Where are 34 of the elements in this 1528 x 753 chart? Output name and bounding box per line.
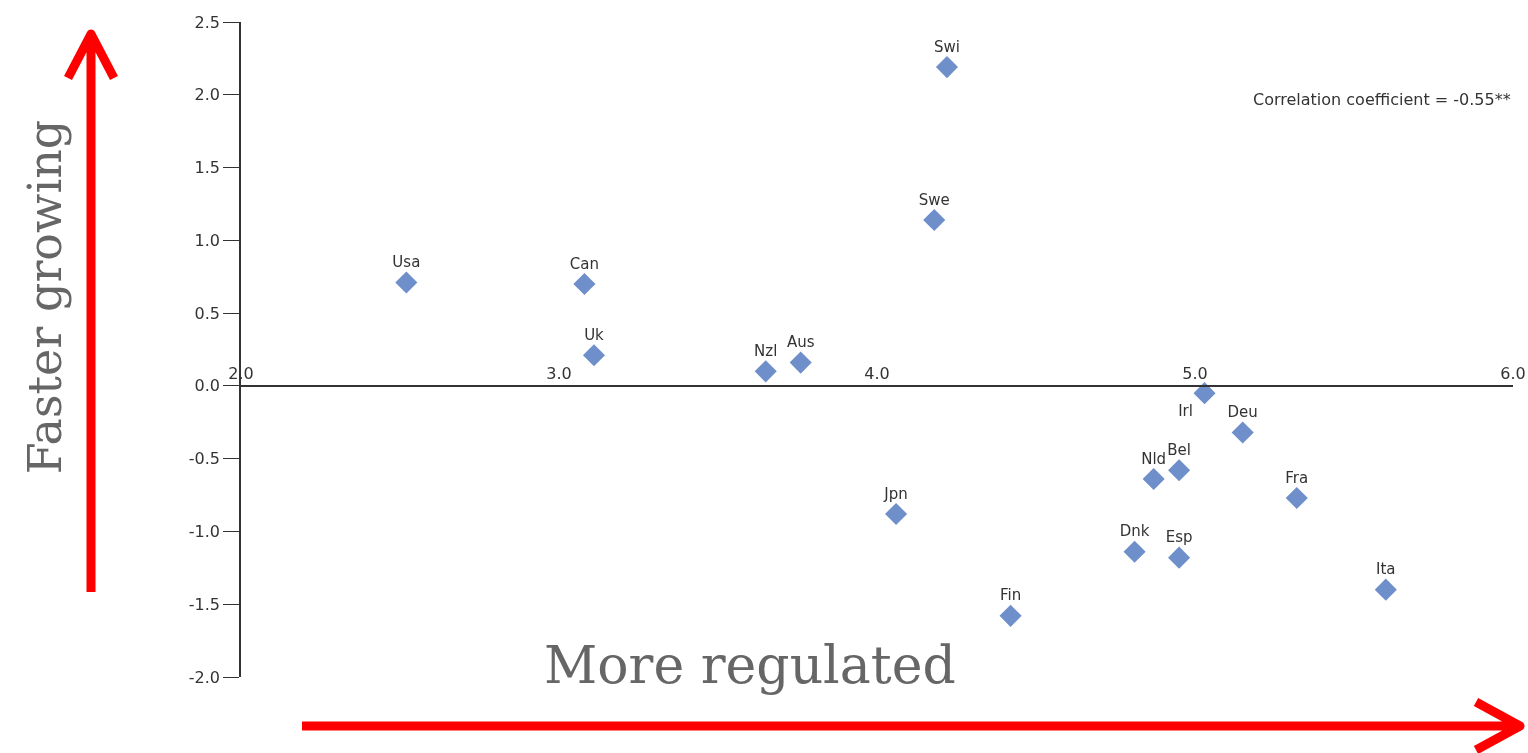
x-tick-label: 6.0 bbox=[1500, 363, 1526, 383]
x-tick-label: 4.0 bbox=[864, 363, 890, 383]
data-label: Swi bbox=[933, 37, 960, 56]
data-label: Ita bbox=[1376, 560, 1396, 579]
data-label: Fra bbox=[1285, 468, 1309, 487]
data-label: Fin bbox=[999, 586, 1022, 605]
y-tick-label: 1.5 bbox=[194, 158, 221, 178]
y-tick-label: 2.0 bbox=[194, 85, 221, 105]
x-tick-label: 3.0 bbox=[546, 363, 572, 383]
y-tick-label: -1.5 bbox=[188, 594, 221, 614]
y-axis-title: Faster growing bbox=[18, 119, 73, 475]
data-label: Bel bbox=[1167, 440, 1191, 459]
data-label: Jpn bbox=[883, 484, 908, 503]
data-label: Aus bbox=[786, 333, 815, 352]
data-label: Deu bbox=[1227, 403, 1258, 422]
y-tick-label: 0.0 bbox=[194, 376, 221, 396]
data-label: Irl bbox=[1178, 402, 1193, 421]
data-label: Nzl bbox=[754, 341, 778, 360]
x-axis-title: More regulated bbox=[544, 635, 956, 695]
annotation: Correlation coefficient = -0.55** bbox=[1253, 90, 1511, 109]
data-label: Swe bbox=[918, 190, 950, 209]
y-tick-label: 2.5 bbox=[194, 12, 221, 32]
data-label: Dnk bbox=[1119, 522, 1150, 541]
y-tick-label: -2.0 bbox=[188, 667, 221, 687]
y-tick-label: -1.0 bbox=[188, 522, 221, 542]
y-tick-label: -0.5 bbox=[188, 449, 221, 469]
y-tick-label: 0.5 bbox=[194, 303, 221, 323]
data-label: Can bbox=[569, 254, 600, 273]
data-label: Nld bbox=[1141, 449, 1167, 468]
data-label: Usa bbox=[392, 253, 421, 272]
data-label: Esp bbox=[1165, 528, 1193, 547]
y-tick-label: 1.0 bbox=[194, 230, 221, 250]
x-tick-label: 5.0 bbox=[1182, 363, 1208, 383]
data-label: Uk bbox=[584, 325, 605, 344]
